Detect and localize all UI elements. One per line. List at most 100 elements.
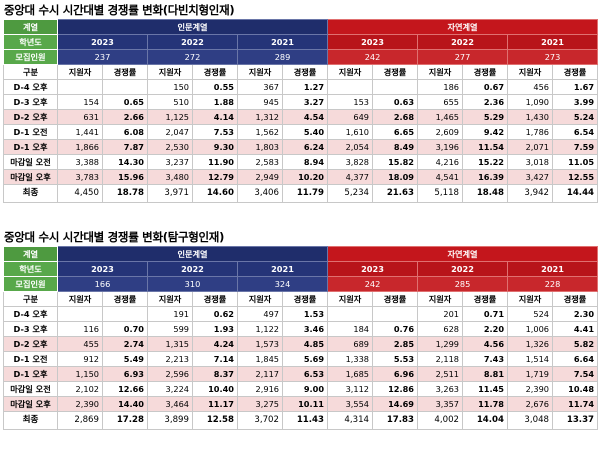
applicants-cell: 3,275 (237, 396, 283, 412)
applicants-cell: 2,102 (57, 381, 103, 397)
table-row: D-1 오전 912 5.49 2,213 7.14 1,845 5.69 1,338 5.53… (3, 351, 599, 367)
applicants-cell: 912 (57, 351, 103, 367)
rate-cell: 1.93 (192, 321, 238, 337)
year-cell: 2022 (147, 261, 238, 277)
table-title: 중앙대 수시 시간대별 경쟁률 변화(다빈치형인재) (4, 3, 235, 17)
year-cell: 2023 (57, 261, 148, 277)
rate-cell: 5.29 (462, 109, 509, 125)
applicants-cell: 367 (237, 79, 283, 95)
header-quota-row: 모집인원 166 310 324 242 285 228 (3, 276, 599, 292)
col-rate: 경쟁률 (552, 291, 599, 307)
rate-cell: 1.53 (281, 306, 329, 322)
applicants-cell: 2,530 (147, 139, 193, 155)
applicants-cell: 1,430 (507, 109, 554, 125)
row-label: D-1 오전 (3, 124, 58, 140)
group-natural: 자연계열 (327, 19, 599, 35)
rate-cell: 1.67 (552, 79, 599, 95)
col-applicants: 지원자 (327, 64, 374, 80)
table-title: 중앙대 수시 시간대별 경쟁률 변화(탐구형인재) (4, 230, 225, 244)
table-row: D-1 오전 1,441 6.08 2,047 7.53 1,562 5.40 1,610 6.… (3, 124, 599, 140)
col-rate: 경쟁률 (462, 64, 509, 80)
rate-cell: 3.27 (281, 94, 329, 110)
rate-cell: 6.64 (552, 351, 599, 367)
rate-cell: 17.83 (372, 411, 419, 430)
applicants-cell: 1,299 (417, 336, 464, 352)
rate-cell: 2.74 (102, 336, 148, 352)
applicants-cell (57, 79, 103, 95)
table-row: 마감일 오후 3,783 15.96 3,480 12.79 2,949 10.20 4,37… (3, 169, 599, 185)
header-year-row: 학년도 2023 2022 2021 2023 2022 2021 (3, 261, 599, 277)
applicants-cell: 1,514 (507, 351, 554, 367)
rate-cell: 7.43 (462, 351, 509, 367)
row-label: D-1 오후 (3, 366, 58, 382)
year-cell: 2021 (507, 261, 599, 277)
rate-cell: 15.96 (102, 169, 148, 185)
table-row: D-3 오후 154 0.65 510 1.88 945 3.27 153 0.63 655 2.3… (3, 94, 599, 110)
col-rate: 경쟁률 (372, 291, 419, 307)
applicants-cell: 2,609 (417, 124, 464, 140)
rate-cell: 6.08 (102, 124, 148, 140)
rate-cell: 18.09 (372, 169, 419, 185)
rate-cell (372, 306, 419, 322)
rate-cell: 12.86 (372, 381, 419, 397)
col-applicants: 지원자 (237, 64, 283, 80)
quota-cell: 228 (507, 276, 599, 292)
rate-cell: 14.30 (102, 154, 148, 170)
row-label: 마감일 오후 (3, 169, 58, 185)
col-applicants: 지원자 (507, 291, 554, 307)
quota-cell: 237 (57, 49, 148, 65)
rate-cell: 5.49 (102, 351, 148, 367)
col-rate: 경쟁률 (462, 291, 509, 307)
rate-cell: 14.40 (102, 396, 148, 412)
applicants-cell: 154 (57, 94, 103, 110)
applicants-cell: 1,573 (237, 336, 283, 352)
applicants-cell: 689 (327, 336, 374, 352)
applicants-cell: 1,090 (507, 94, 554, 110)
rate-cell: 10.40 (192, 381, 238, 397)
rate-cell: 3.46 (281, 321, 329, 337)
applicants-cell: 2,949 (237, 169, 283, 185)
table-row: D-1 오후 1,866 7.87 2,530 9.30 1,803 6.24 2,054 8.… (3, 139, 599, 155)
table-row: D-1 오후 1,150 6.93 2,596 8.37 2,117 6.53 1,685 6.… (3, 366, 599, 382)
rate-cell: 2.68 (372, 109, 419, 125)
applicants-cell: 3,263 (417, 381, 464, 397)
applicants-cell: 3,048 (507, 411, 554, 430)
rate-cell: 0.70 (102, 321, 148, 337)
col-rate: 경쟁률 (552, 64, 599, 80)
rate-cell: 8.37 (192, 366, 238, 382)
year-label: 학년도 (3, 34, 58, 50)
header-year-row: 학년도 2023 2022 2021 2023 2022 2021 (3, 34, 599, 50)
quota-cell: 289 (236, 49, 329, 65)
applicants-cell: 3,018 (507, 154, 554, 170)
col-applicants: 지원자 (237, 291, 283, 307)
applicants-cell: 1,312 (237, 109, 283, 125)
rate-cell: 12.58 (192, 411, 238, 430)
rate-cell: 10.11 (281, 396, 329, 412)
applicants-cell: 2,676 (507, 396, 554, 412)
applicants-cell: 1,719 (507, 366, 554, 382)
applicants-cell: 3,406 (237, 184, 283, 203)
applicants-cell: 1,465 (417, 109, 464, 125)
rate-cell: 5.40 (281, 124, 329, 140)
rate-cell: 15.22 (462, 154, 509, 170)
rate-cell: 6.53 (281, 366, 329, 382)
rate-cell: 0.67 (462, 79, 509, 95)
col-rate: 경쟁률 (102, 64, 148, 80)
row-label: D-4 오후 (3, 306, 58, 322)
table-row: 마감일 오전 3,388 14.30 3,237 11.90 2,583 8.94 3,828… (3, 154, 599, 170)
col-rate: 경쟁률 (192, 64, 238, 80)
applicants-cell: 655 (417, 94, 464, 110)
col-applicants: 지원자 (57, 64, 103, 80)
rate-cell: 7.53 (192, 124, 238, 140)
applicants-cell: 3,971 (147, 184, 193, 203)
rate-cell: 4.14 (192, 109, 238, 125)
applicants-cell: 1,610 (327, 124, 374, 140)
col-applicants: 지원자 (147, 64, 193, 80)
group-label: 계열 (3, 246, 58, 262)
year-cell: 2022 (417, 34, 509, 50)
applicants-cell: 497 (237, 306, 283, 322)
applicants-cell: 4,314 (327, 411, 374, 430)
applicants-cell: 3,942 (507, 184, 554, 203)
applicants-cell: 524 (507, 306, 554, 322)
applicants-cell: 599 (147, 321, 193, 337)
